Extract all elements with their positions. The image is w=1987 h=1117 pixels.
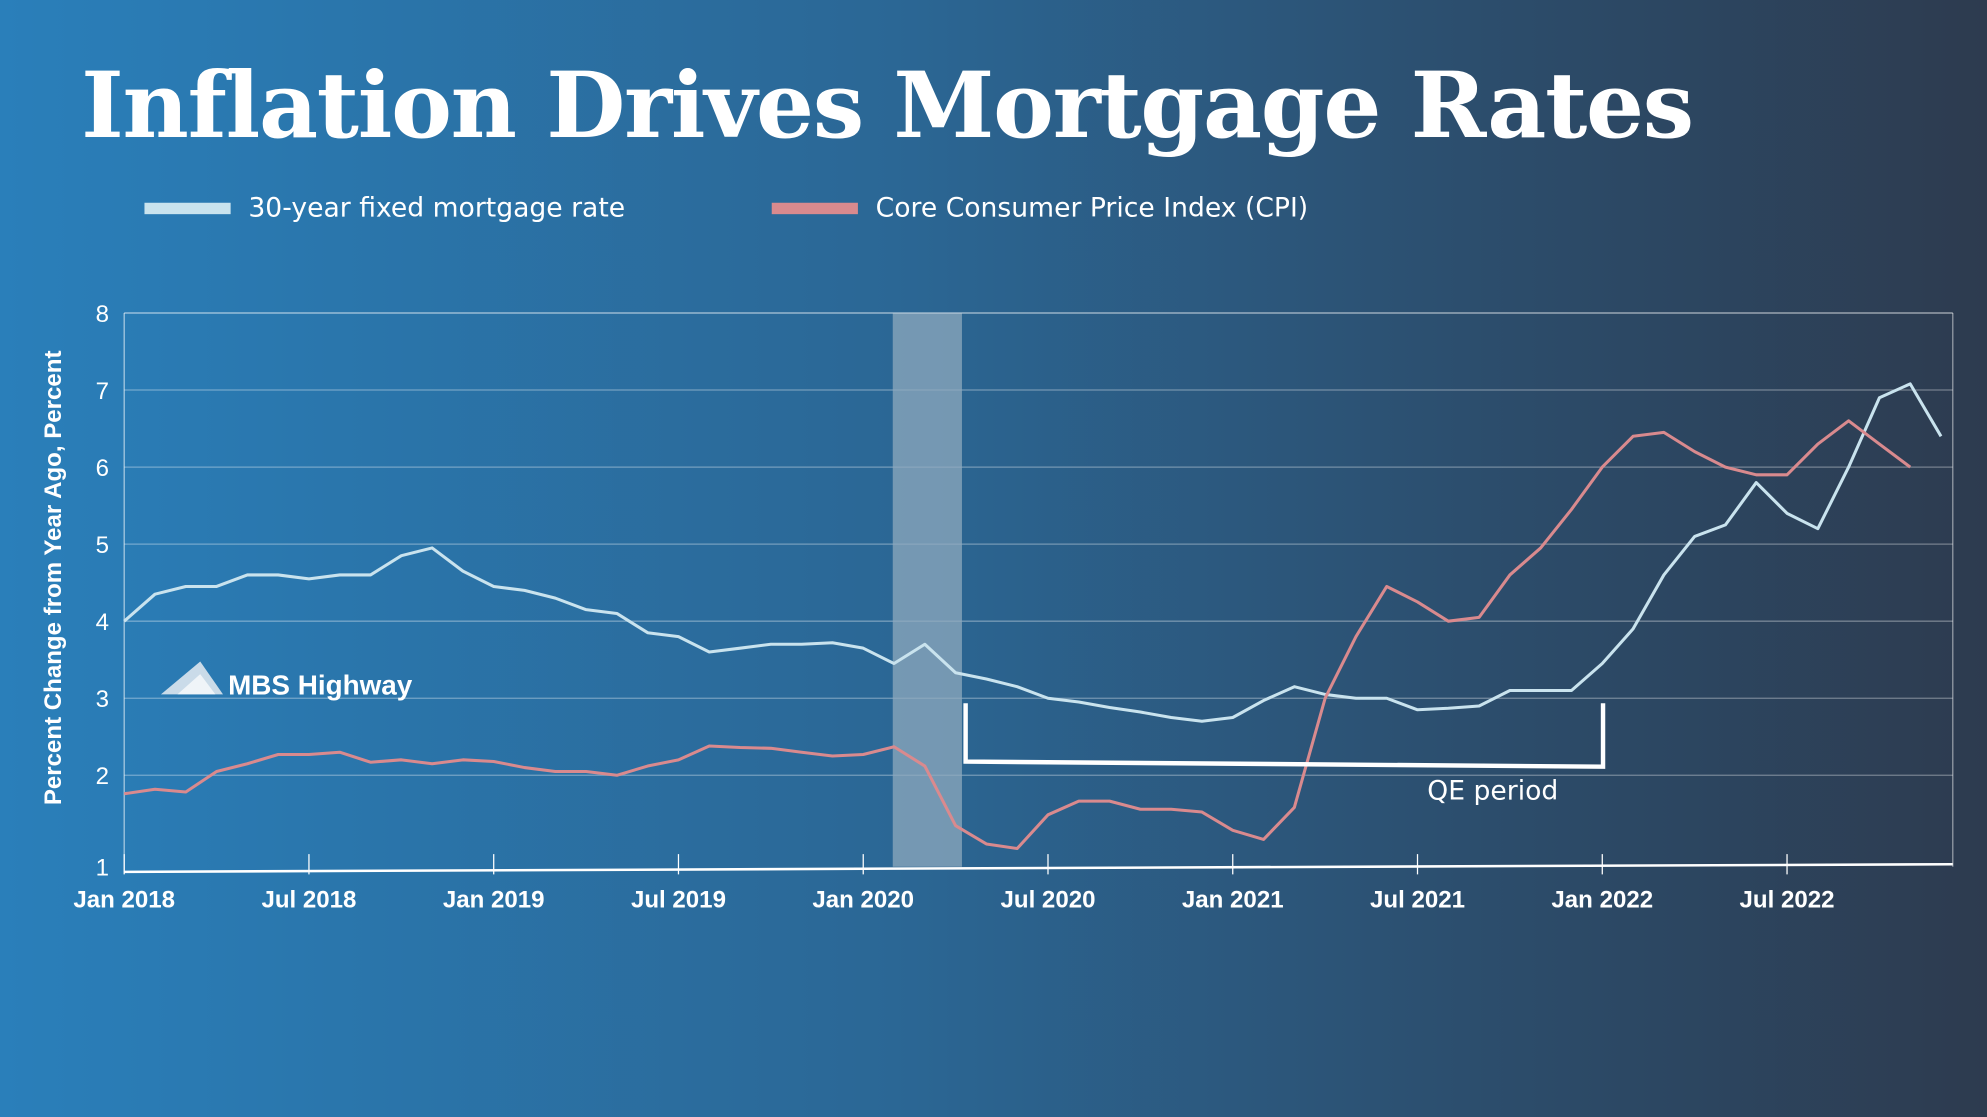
y-tick-label: 7 — [96, 378, 109, 405]
x-axis-line — [124, 862, 1953, 874]
y-tick-label: 6 — [96, 455, 109, 482]
qe-bracket — [963, 703, 1606, 769]
y-axis-label: Percent Change from Year Ago, Percent — [40, 351, 67, 806]
y-tick-label: 3 — [96, 686, 109, 713]
logo-text: MBS Highway — [228, 669, 413, 700]
x-tick-label: Jul 2019 — [631, 886, 726, 913]
page-title: Inflation Drives Mortgage Rates — [81, 50, 1694, 159]
x-tick-label: Jan 2018 — [73, 886, 175, 913]
y-tick-label: 2 — [96, 763, 109, 790]
qe-period-label: QE period — [1427, 776, 1558, 807]
qe-bracket-path — [963, 703, 1606, 769]
x-tick-label: Jul 2021 — [1370, 886, 1465, 913]
mortgage-rate-line — [123, 382, 1943, 723]
legend-item-cpi: Core Consumer Price Index (CPI) — [771, 192, 1309, 224]
x-tick-label: Jul 2020 — [1000, 886, 1095, 913]
x-tick-label: Jul 2022 — [1740, 886, 1835, 913]
recession-shading — [892, 313, 962, 867]
legend-swatch-cpi — [771, 202, 858, 214]
mbs-highway-logo: MBS Highway — [160, 661, 413, 700]
x-tick-label: Jul 2018 — [261, 886, 356, 913]
legend-swatch-mortgage — [144, 202, 231, 214]
legend-label-cpi: Core Consumer Price Index (CPI) — [875, 192, 1309, 224]
y-tick-label: 8 — [96, 301, 109, 328]
y-tick-label: 4 — [96, 609, 109, 636]
x-tick-label: Jan 2019 — [443, 886, 545, 913]
core-cpi-line — [123, 419, 1912, 851]
y-tick-label: 5 — [96, 532, 109, 559]
x-tick-label: Jan 2020 — [812, 886, 914, 913]
y-tick-label: 1 — [96, 855, 109, 882]
legend-item-mortgage: 30-year fixed mortgage rate — [144, 193, 625, 223]
x-tick-label: Jan 2022 — [1551, 886, 1653, 913]
legend-label-mortgage: 30-year fixed mortgage rate — [248, 192, 626, 224]
x-tick-label: Jan 2021 — [1182, 886, 1284, 913]
